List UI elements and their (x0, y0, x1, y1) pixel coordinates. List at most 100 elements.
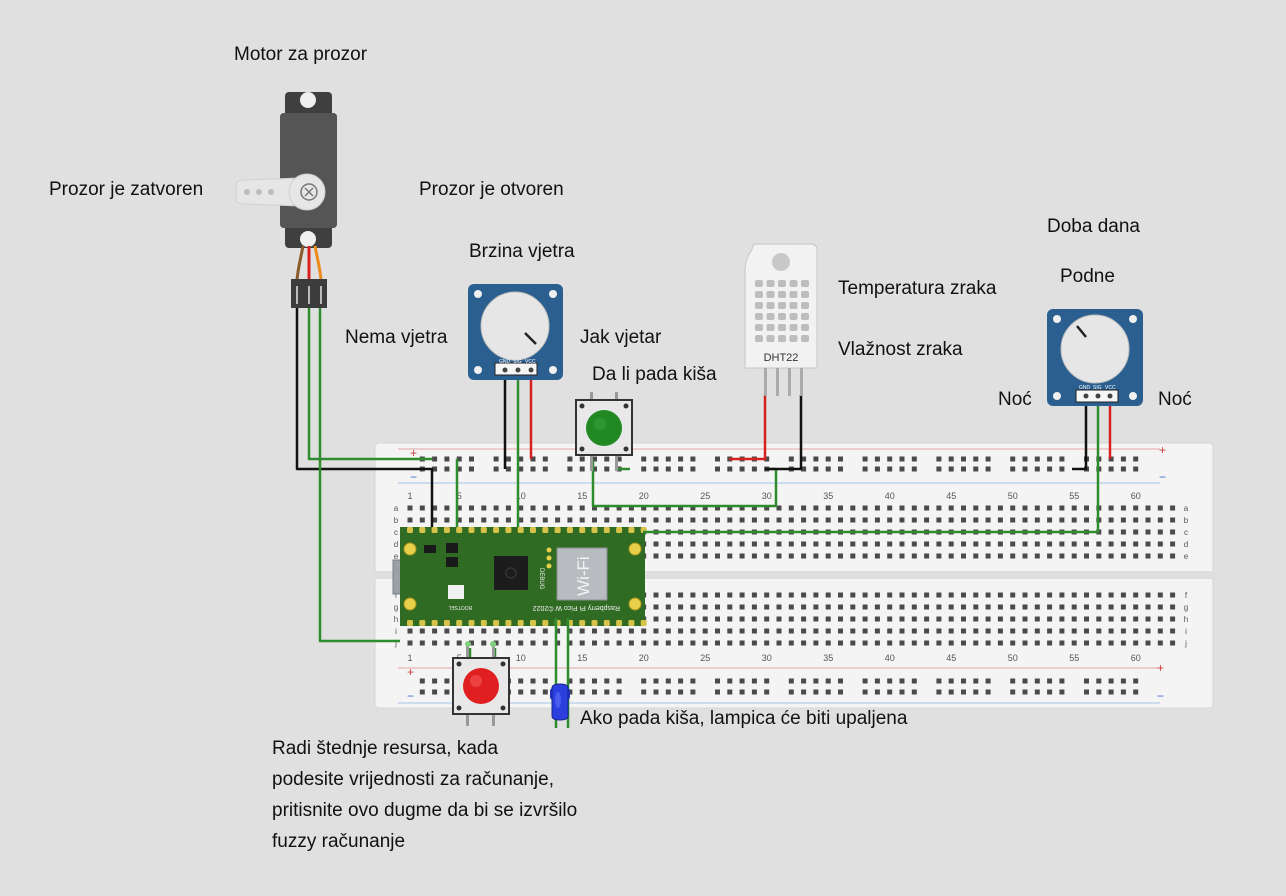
servo-gnd-wire (295, 300, 434, 527)
column-number: 5 (457, 491, 462, 501)
dht-vent-grid (755, 280, 809, 342)
night-right-label: Noć (1158, 389, 1192, 410)
column-number: 55 (1069, 491, 1079, 501)
column-number: 25 (700, 653, 710, 663)
row-letter: h (394, 615, 398, 624)
wifi-label: Wi-Fi (574, 556, 593, 596)
column-number: 40 (885, 653, 895, 663)
row-letter: j (1184, 639, 1187, 648)
row-letter: d (1184, 540, 1188, 549)
plus-sign: + (410, 446, 417, 460)
raspberry-pi-pico-w[interactable]: Wi-Fi DEBUG BOOTSEL Raspberry Pi Pico W … (392, 527, 647, 626)
pin-label: GND (499, 359, 511, 365)
no-wind-label: Nema vjetra (345, 327, 448, 348)
row-letter: i (395, 627, 397, 636)
time-pot-gnd-wire (1072, 400, 1088, 471)
rain-question-label: Da li pada kiša (592, 364, 717, 385)
rain-led[interactable] (550, 683, 570, 721)
wind-speed-potentiometer[interactable]: GND SIG VCC (468, 284, 563, 380)
time-knob[interactable] (1060, 314, 1130, 384)
wires (295, 300, 1112, 728)
minus-sign: − (1159, 470, 1166, 484)
row-letter: h (1184, 615, 1188, 624)
knob-pointer (1076, 325, 1087, 338)
column-number: 25 (700, 491, 710, 501)
row-letter: j (394, 639, 397, 648)
rain-pushbutton[interactable] (575, 392, 633, 471)
night-left-label: Noć (998, 389, 1032, 410)
row-letter: f (1185, 591, 1188, 600)
column-number: 30 (762, 653, 772, 663)
wifi-module (556, 547, 608, 601)
row-letter: f (395, 591, 398, 600)
window-closed-label: Prozor je zatvoren (49, 179, 204, 200)
column-number: 20 (639, 491, 649, 501)
pin-label: SIG (513, 359, 522, 365)
pin-label: VCC (1105, 385, 1116, 391)
row-letter: b (394, 516, 399, 525)
note-line: fuzzy računanje (272, 831, 406, 852)
column-number: 15 (577, 491, 587, 501)
column-number: 20 (639, 653, 649, 663)
row-letter: a (394, 504, 399, 513)
dht22-sensor[interactable]: DHT22 (744, 243, 818, 396)
minus-sign: − (1157, 689, 1164, 703)
note-line: Radi štednje resursa, kada (272, 738, 499, 759)
servo-power-wire (307, 300, 432, 461)
column-number: 55 (1069, 653, 1079, 663)
row-letter: i (1185, 627, 1187, 636)
dht-label: DHT22 (764, 352, 799, 364)
mounting-hole (628, 542, 642, 556)
column-number: 15 (577, 653, 587, 663)
wind-speed-label: Brzina vjetra (469, 241, 575, 262)
note-line: podesite vrijednosti za računanje, (272, 769, 555, 790)
pin-label: GND (1079, 385, 1091, 391)
time-of-day-label: Doba dana (1047, 216, 1140, 237)
column-number: 50 (1008, 491, 1018, 501)
window-open-label: Prozor je otvoren (419, 179, 564, 200)
column-number: 30 (762, 491, 772, 501)
column-number: 10 (516, 653, 526, 663)
strong-wind-label: Jak vjetar (580, 327, 662, 348)
column-number: 50 (1008, 653, 1018, 663)
column-number: 35 (823, 653, 833, 663)
minus-sign: − (410, 470, 417, 484)
column-number: 40 (885, 491, 895, 501)
row-letter: g (394, 603, 398, 612)
row-letter: g (1184, 603, 1188, 612)
plus-sign: + (1157, 661, 1164, 675)
row-letter: c (1184, 528, 1188, 537)
compute-note: Radi štednje resursa, kada podesite vrij… (272, 733, 632, 857)
column-number: 60 (1131, 653, 1141, 663)
row-letter: e (394, 552, 399, 561)
compute-pushbutton[interactable] (452, 641, 510, 726)
bootsel-label: BOOTSEL (448, 604, 472, 610)
breadboard-row-letters: a ab bc cd de ef fg gh hi ij j (394, 504, 1189, 648)
mounting-hole (403, 597, 417, 611)
servo-signal-wire (318, 300, 400, 643)
knob-pointer (524, 332, 537, 345)
pico-pins (407, 527, 647, 626)
time-pot-signal-wire (643, 400, 1100, 534)
minus-sign: − (407, 689, 414, 703)
servo-motor[interactable] (235, 92, 337, 308)
temperature-label: Temperatura zraka (838, 278, 997, 299)
row-letter: e (1184, 552, 1189, 561)
noon-label: Podne (1060, 266, 1115, 287)
column-number: 1 (407, 491, 412, 501)
column-number: 45 (946, 491, 956, 501)
dht-gnd-wire (765, 395, 803, 471)
column-number: 45 (946, 653, 956, 663)
rail-signs: + − + − + − + − (407, 443, 1166, 703)
column-number: 10 (516, 491, 526, 501)
pico-model-label: Raspberry Pi Pico W ©2022 (533, 604, 620, 612)
row-letter: a (1184, 504, 1189, 513)
humidity-label: Vlažnost zraka (838, 339, 963, 360)
motor-label: Motor za prozor (234, 44, 368, 65)
dht-vcc-wire (729, 395, 767, 461)
time-of-day-potentiometer[interactable]: GND SIG VCC (1047, 309, 1143, 406)
wind-knob[interactable] (480, 291, 550, 361)
bootsel-button[interactable] (448, 585, 464, 599)
plus-sign: + (407, 665, 414, 679)
